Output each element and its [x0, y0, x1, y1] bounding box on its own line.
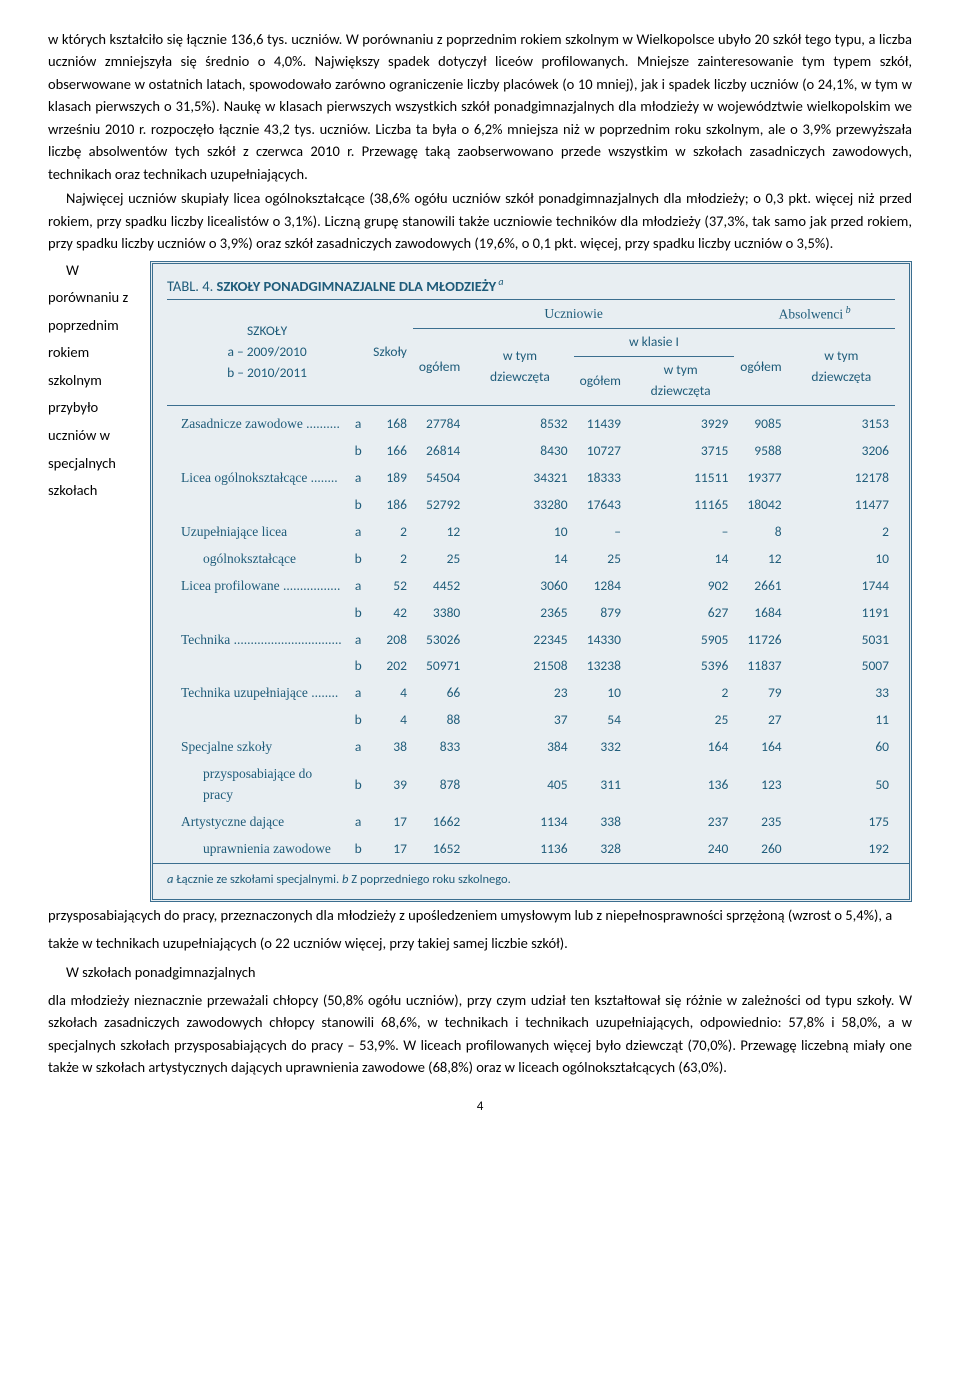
table-title-text: SZKOŁY PONADGIMNAZJALNE DLA MŁODZIEŻY — [217, 277, 497, 295]
hdr-szkoly: SZKOŁY — [247, 322, 287, 339]
paragraph-1: w których kształciło się łącznie 136,6 t… — [48, 28, 912, 185]
table-row: Uzupełniające liceaa21210––82 — [167, 519, 895, 546]
hdr-b: b – 2010/2011 — [227, 364, 307, 381]
table-row: b2025097121508132385396118375007 — [167, 653, 895, 680]
col-szkoly: Szkoły — [367, 299, 413, 405]
col-dz2: w tym dziewczęta — [627, 357, 734, 406]
table-row: b423380236587962716841191 — [167, 600, 895, 627]
table-row: uprawnienia zawodoweb1716521136328240260… — [167, 836, 895, 863]
col-dz3: w tym dziewczęta — [788, 329, 895, 406]
col-ogol2: ogółem — [574, 357, 627, 406]
table-row: b4883754252711 — [167, 707, 895, 734]
table-body: Zasadnicze zawodowe ..........a168277848… — [167, 406, 895, 863]
foot-at: Łącznie ze szkołami specjalnymi. — [173, 872, 342, 887]
col-ogol1: ogółem — [413, 329, 466, 406]
paragraph-3: dla młodzieży nieznacznie przeważali chł… — [48, 989, 912, 1079]
table-row: b186527923328017643111651804211477 — [167, 492, 895, 519]
table-row: Technika uzupełniające ........a46623102… — [167, 680, 895, 707]
col-kl1: w klasie I — [574, 329, 735, 357]
table-footnote: a Łącznie ze szkołami specjalnymi. b Z p… — [153, 863, 909, 899]
hdr-a: a – 2009/2010 — [227, 343, 306, 360]
table-num: TABL. 4. — [167, 277, 217, 295]
paragraph-2c: W szkołach ponadgimnazjalnych — [48, 959, 912, 987]
page-number: 4 — [48, 1097, 912, 1117]
table-row: b16626814843010727371595883206 — [167, 438, 895, 465]
col-dz1: w tym dziewczęta — [466, 329, 573, 406]
table-row: ogólnokształcąceb2251425141210 — [167, 546, 895, 573]
wrap-container: Najwięcej uczniów skupiały licea ogólnok… — [48, 187, 912, 989]
col-ogol3: ogółem — [734, 329, 787, 406]
col-uczn: Uczniowie — [413, 299, 734, 328]
table-title: TABL. 4. SZKOŁY PONADGIMNAZJALNE DLA MŁO… — [153, 264, 909, 299]
table-4: TABL. 4. SZKOŁY PONADGIMNAZJALNE DLA MŁO… — [150, 261, 912, 903]
col-abs: Absolwenci — [779, 306, 844, 321]
table-row: Artystyczne dającea171662113433823723517… — [167, 809, 895, 836]
table-row: Zasadnicze zawodowe ..........a168277848… — [167, 406, 895, 438]
foot-bt: Z poprzedniego roku szkolnego. — [348, 872, 510, 887]
table-row: Licea profilowane .................a5244… — [167, 573, 895, 600]
table-row: Technika ...............................… — [167, 627, 895, 654]
paragraph-2-lead: Najwięcej uczniów skupiały licea ogólnok… — [48, 187, 912, 254]
table-row: Specjalne szkołya3883338433216416460 — [167, 734, 895, 761]
table-row: Licea ogólnokształcące ........a18954504… — [167, 465, 895, 492]
para2-text: Najwięcej uczniów skupiały licea ogólnok… — [48, 189, 912, 252]
data-table: SZKOŁY a – 2009/2010 b – 2010/2011 Szkoł… — [167, 299, 895, 863]
table-row: przysposabiające do pracyb39878405311136… — [167, 761, 895, 809]
